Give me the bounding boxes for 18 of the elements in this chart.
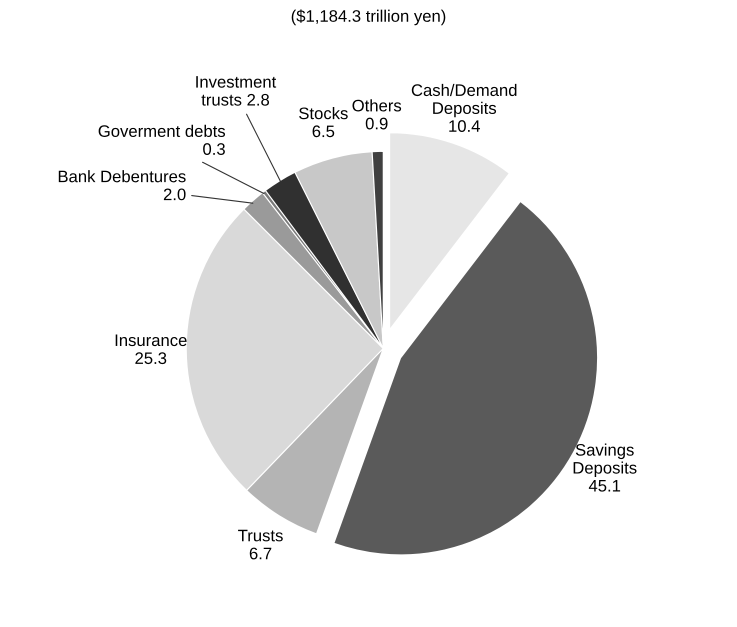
chart-title: ($1,184.3 trillion yen) xyxy=(292,9,446,26)
data-label: 6.7 xyxy=(250,548,272,560)
data-label: 2.0 xyxy=(164,188,186,200)
data-label: 6.5 xyxy=(312,125,334,138)
slice-label: Cash/Demand Deposits xyxy=(412,84,516,118)
slice-label: Others xyxy=(352,99,402,112)
slice-label: Bank Debentures xyxy=(58,170,186,182)
slice-label: Savings Deposits xyxy=(574,444,637,478)
slice-label: Trusts xyxy=(238,530,283,542)
slice-label: Insurance xyxy=(116,334,187,346)
data-label: 0.3 xyxy=(203,143,225,155)
data-label: 45.1 xyxy=(588,480,620,492)
data-label: 25.3 xyxy=(135,352,166,364)
data-label: 10.4 xyxy=(449,120,480,132)
slice-label: Investment trusts 2.8 xyxy=(196,76,276,106)
slice-label: Stocks xyxy=(299,107,348,120)
data-label: 0.9 xyxy=(366,118,388,130)
slice-label: Goverment debts xyxy=(98,124,226,138)
